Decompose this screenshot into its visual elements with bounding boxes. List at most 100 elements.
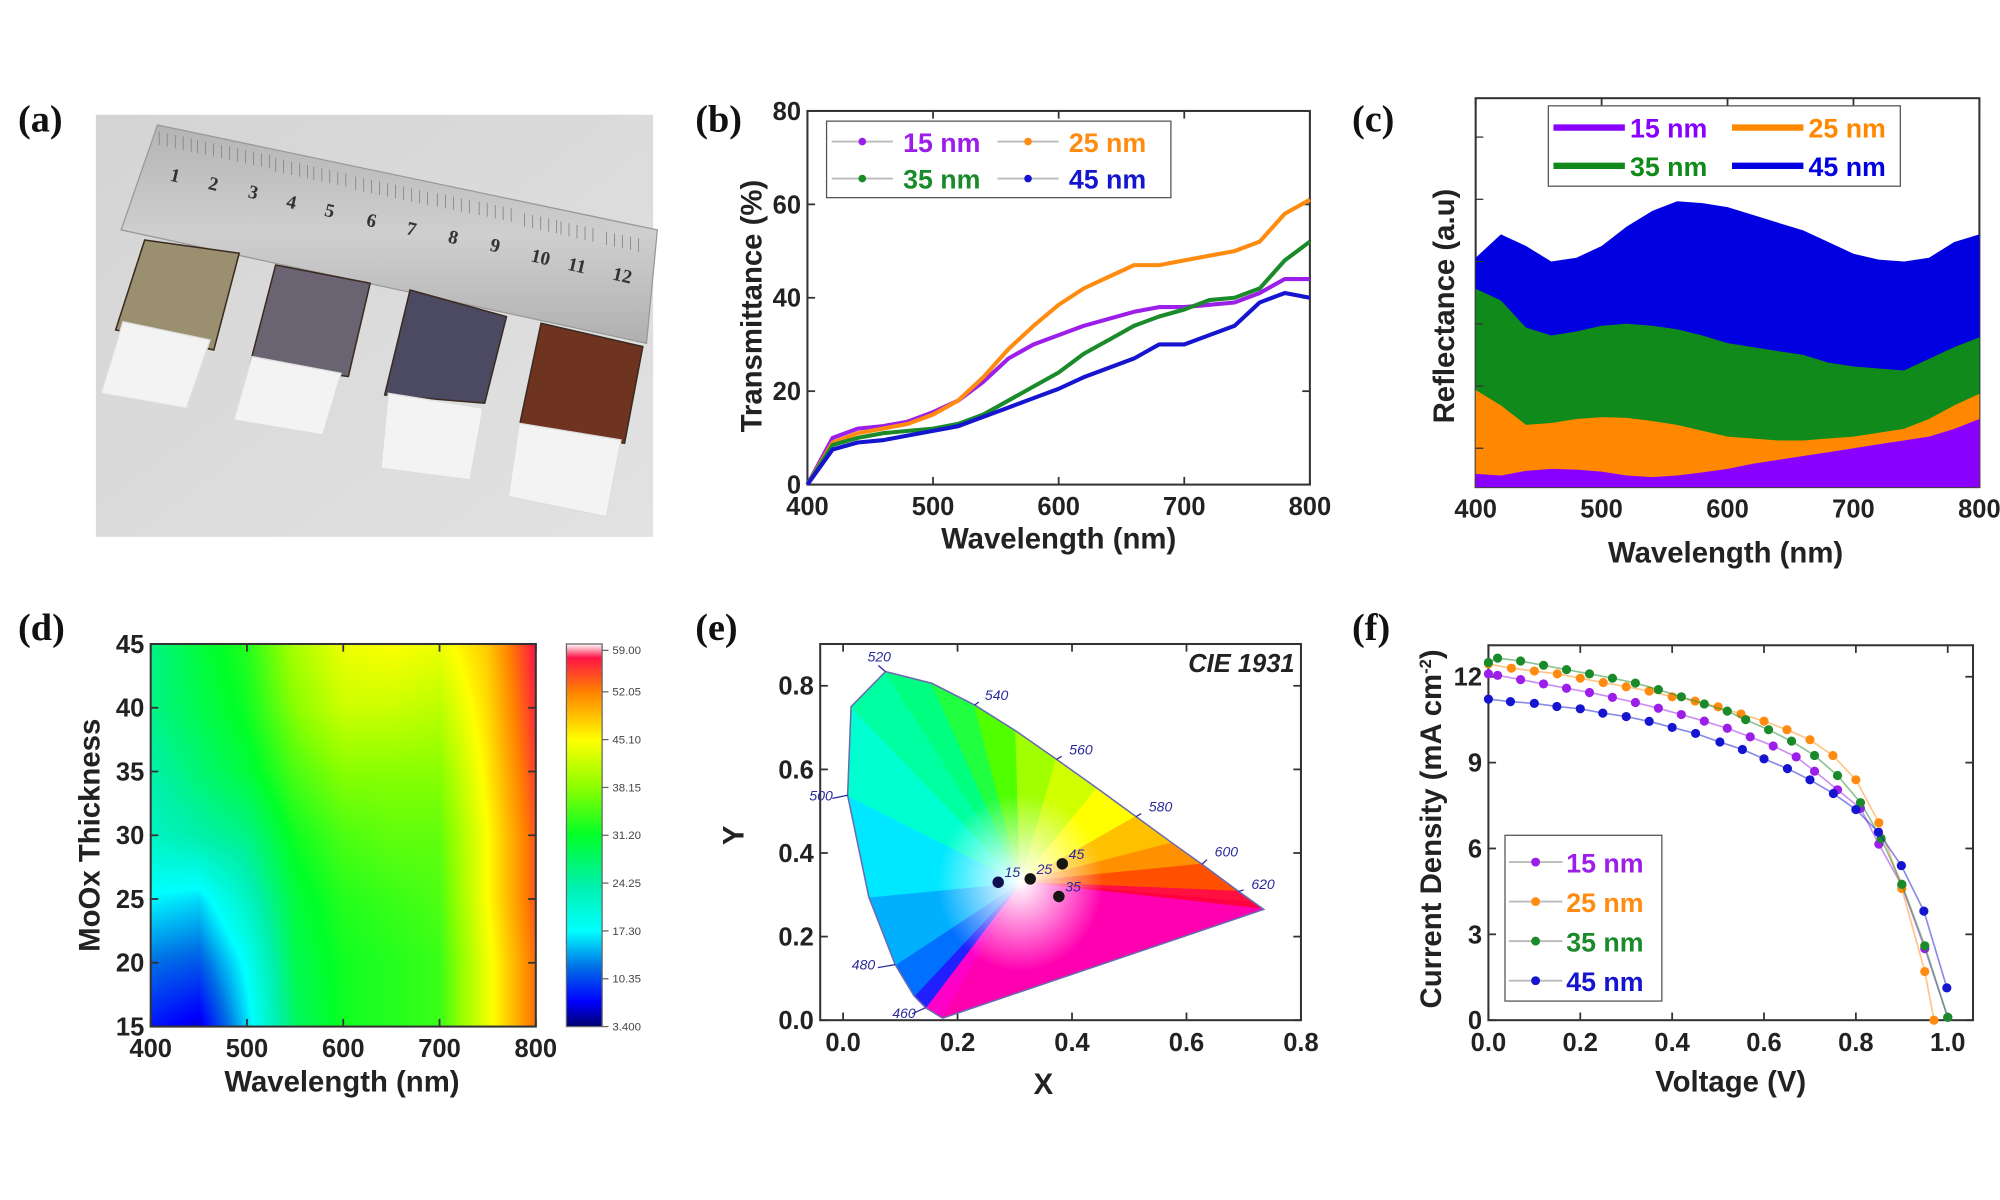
panel-label: (f) [1352,607,1390,649]
wavelength-label: 520 [868,648,892,664]
data-point [1552,669,1562,679]
photo-samples: 1 2 3 4 5 6 7 8 9 10 11 12 [95,114,659,537]
x-tick-label: 0.4 [1654,1029,1690,1057]
legend-label: 35 nm [1630,152,1707,182]
x-tick-label: 0.6 [1746,1029,1781,1057]
point-label: 15 [1005,864,1021,880]
data-point [1607,673,1618,683]
legend-label: 25 nm [1069,128,1146,158]
y-axis-label: MoOx Thickness [74,719,107,952]
data-point [1598,677,1608,688]
series-45nm [1483,694,1952,993]
x-tick-label: 1.0 [1930,1029,1965,1057]
legend-label: 15 nm [1566,848,1643,878]
panel-label: (a) [18,98,63,140]
wavelength-tick [974,701,980,706]
legend-marker [1531,857,1541,867]
data-point [1584,669,1595,679]
series-line [1488,673,1949,1018]
data-point [1943,1012,1953,1022]
data-point [1897,879,1907,889]
series-line-25nm [805,197,1311,486]
data-point [1782,725,1792,735]
colorbar-tick-label: 31.20 [612,830,641,842]
ruler-number: 2 [206,173,220,196]
panel-label: (c) [1352,98,1394,140]
wavelength-tick [1135,813,1142,818]
data-point [1722,706,1732,716]
legend: 15 nm 25 nm 35 nm 45 nm [825,120,1172,199]
y-axis-label: Current Density (mA cm-2) [1415,649,1448,1008]
data-point [1561,683,1572,693]
data-point [1786,736,1797,746]
legend-marker [1531,936,1541,946]
x-tick-label: 400 [1454,496,1497,524]
x-tick-label: 600 [1037,493,1080,521]
data-point [1630,678,1640,688]
sample-substrate-tab [100,320,211,409]
x-tick-label: 800 [1289,493,1332,521]
x-tick-label: 700 [418,1035,461,1063]
x-tick-label: 700 [1163,493,1206,521]
y-tick-label: 0 [787,472,801,500]
point-label: 25 [1036,861,1053,877]
colorbar-tick-label: 24.25 [612,878,641,890]
y-tick-label: 15 [116,1013,144,1041]
data-point [1805,775,1815,785]
legend-marker [1024,174,1032,183]
series-35nm [1483,653,1953,1022]
data-point [1584,687,1595,698]
x-tick-label: 0.4 [1054,1029,1090,1057]
y-tick-label: 60 [773,191,801,219]
data-point [1676,692,1686,702]
legend-marker [858,174,867,183]
y-axis-label-text: Current Density (mA cm [1415,674,1448,1009]
wavelength-label: 620 [1251,876,1275,892]
wavelength-tick [877,963,896,969]
legend-label: 45 nm [1809,152,1886,182]
data-point [1483,669,1494,679]
data-point [1561,665,1572,675]
sample-substrate-tab [233,355,342,436]
data-point [1768,741,1778,751]
data-point [1515,675,1526,685]
data-point [1782,764,1793,774]
chromaticity-point [992,876,1004,888]
y-tick-label: 0.8 [778,673,813,701]
wavelength-label: 540 [985,687,1009,703]
wavelength-tick [911,1007,926,1015]
legend-label: 15 nm [1630,114,1707,144]
y-axis-label: Transmittance (%) [736,180,769,433]
data-point [1699,699,1709,709]
data-point [1483,694,1494,704]
data-point [1809,750,1820,761]
x-tick-label: 500 [226,1035,269,1063]
wavelength-label: 480 [852,957,876,973]
colorbar-tick-label: 10.35 [612,974,641,986]
wavelength-tick [1238,889,1244,893]
panel-4-axes: 0.0 0.2 0.4 0.6 0.8 1.0 0 3 6 9 12 Voltage (V) Curre… [1415,644,1975,1099]
data-point [1644,686,1654,696]
x-tick-label: 500 [1580,496,1623,524]
panel-2-axes: 400 500 600 700 800 15 20 25 30 35 40 45 Wavelength … [74,631,557,1099]
ruler-number: 11 [566,254,588,279]
wavelength-tick [1201,859,1208,865]
legend-marker [1531,897,1541,907]
data-point [1552,701,1562,712]
y-axis-label-end: ) [1415,649,1448,659]
sample-film [518,322,644,445]
colorbar-tick-label: 38.15 [612,782,641,794]
colorbar-tick-label: 45.10 [612,734,641,746]
cie-color-fill [847,671,1264,1019]
data-point [1745,732,1755,742]
y-tick-label: 40 [116,695,144,723]
data-point [1942,983,1952,993]
chromaticity-point [1056,858,1069,870]
y-tick-label: 40 [773,285,801,313]
legend-label: 45 nm [1566,967,1643,997]
sample-substrate-tab [507,422,622,518]
series-line-15nm [805,276,1310,486]
data-point [1653,703,1663,713]
jv-series [1483,653,1953,1025]
